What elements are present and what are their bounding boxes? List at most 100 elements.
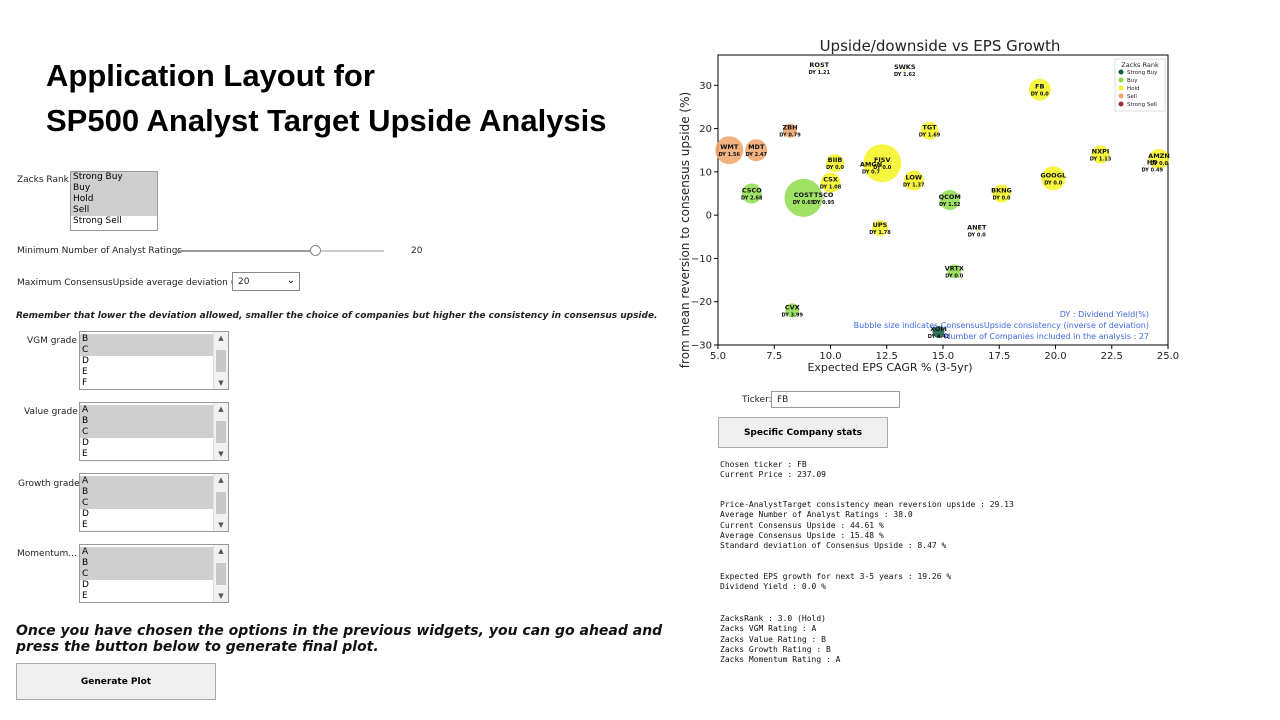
data-point-bubble [784,178,823,217]
scroll-down-icon[interactable]: ▼ [218,592,224,600]
data-point-bubble [903,170,924,191]
value-grade-select[interactable]: A B C D E ▲ ▼ [79,402,229,461]
select-scrollbar[interactable]: ▲ ▼ [213,545,228,602]
select-option[interactable]: Hold [71,194,157,205]
select-option[interactable]: E [82,591,88,601]
select-option[interactable]: Sell [71,205,157,216]
data-point-dy-label: DY 1.62 [894,72,916,78]
scroll-down-icon[interactable]: ▼ [218,521,224,529]
growth-grade-select[interactable]: A B C D E ▲ ▼ [79,473,229,532]
select-option[interactable]: D [82,356,89,366]
legend-swatch [1118,85,1124,91]
select-option[interactable]: B [80,558,214,569]
legend-item-label: Buy [1127,78,1138,84]
scrollbar-thumb[interactable] [216,421,226,443]
data-point-bubble [715,136,744,165]
data-point-bubble [1151,164,1154,167]
data-point-bubble [920,121,939,140]
select-option[interactable]: E [82,367,88,377]
data-point-dy-label: DY 2.68 [741,196,763,202]
min-ratings-slider-track[interactable] [176,245,384,256]
value-grade-label: Value grade [24,407,78,417]
scroll-down-icon[interactable]: ▼ [218,450,224,458]
data-point-bubble [826,154,844,173]
page-title-line-1: Application Layout for [46,58,375,93]
data-point-bubble [939,190,960,210]
scroll-down-icon[interactable]: ▼ [218,379,224,387]
scrollbar-thumb[interactable] [216,350,226,372]
select-option[interactable]: C [80,427,214,438]
chart-annotation: DY : Dividend Yield(%) [1060,310,1149,319]
select-scrollbar[interactable]: ▲ ▼ [213,474,228,531]
y-tick-label: −20 [691,297,712,308]
scroll-up-icon[interactable]: ▲ [218,547,224,555]
scroll-up-icon[interactable]: ▲ [218,476,224,484]
data-point-dy-label: DY 0.0 [826,165,845,171]
data-point-ticker-label: UPS [873,221,888,229]
company-stats-button[interactable]: Specific Company stats [718,417,888,448]
select-option[interactable]: C [80,569,214,580]
data-point-dy-label: DY 1.69 [919,133,941,139]
stats-block-ticker: Chosen ticker : FB Current Price : 237.0… [720,460,826,480]
data-point-ticker-label: CVX [785,303,800,311]
legend-swatch [1118,77,1124,83]
data-point-bubble [992,184,1011,203]
legend-swatch [1118,93,1124,99]
data-point-dy-label: DY 0.0 [1031,92,1050,98]
x-axis-label: Expected EPS CAGR % (3-5yr) [807,361,972,374]
data-point-ticker-label: BKNG [991,187,1012,195]
select-option[interactable]: E [82,449,88,459]
data-point-dy-label: DY 0.0 [992,196,1011,202]
select-option[interactable]: Buy [71,183,157,194]
data-point-dy-label: DY 0.0 [873,165,892,171]
select-option[interactable]: C [80,498,214,509]
select-option[interactable]: E [82,520,88,530]
stats-block-ratings: ZacksRank : 3.0 (Hold) Zacks VGM Rating … [720,614,841,665]
data-point-ticker-label: FISV [874,156,891,164]
data-point-ticker-label: TGT [922,124,937,132]
select-option[interactable]: D [82,509,89,519]
select-option[interactable]: D [82,580,89,590]
select-option[interactable]: B [80,416,214,427]
scroll-up-icon[interactable]: ▲ [218,334,224,342]
select-option[interactable]: A [80,547,214,558]
scrollbar-thumb[interactable] [216,563,226,585]
data-point-ticker-label: NXPI [1092,148,1110,156]
select-option[interactable]: D [82,438,89,448]
data-point-bubble [741,183,762,204]
data-point-ticker-label: FB [1035,83,1044,91]
select-option[interactable]: A [80,476,214,487]
data-point-bubble [872,220,888,237]
data-point-bubble [947,264,962,279]
select-option[interactable]: C [80,345,214,356]
scroll-up-icon[interactable]: ▲ [218,405,224,413]
data-point-dy-label: DY 0.65 [793,200,815,206]
select-option[interactable]: B [80,334,214,345]
select-option[interactable]: A [80,405,214,416]
select-option[interactable]: Strong Sell [73,216,122,226]
select-scrollbar[interactable]: ▲ ▼ [213,403,228,460]
data-point-ticker-label: ROST [809,61,829,69]
momentum-grade-select[interactable]: A B C D E ▲ ▼ [79,544,229,603]
data-point-ticker-label: WMT [720,143,739,151]
chevron-down-icon: ⌄ [286,275,295,286]
data-point-dy-label: DY 1.21 [809,70,831,76]
x-tick-label: 7.5 [766,351,782,362]
zacks-rank-select[interactable]: Strong Buy Buy Hold Sell Strong Sell [70,171,158,231]
legend-item-label: Strong Sell [1127,102,1157,108]
select-option[interactable]: F [82,378,88,388]
ticker-input[interactable]: FB [771,391,900,408]
generate-plot-button[interactable]: Generate Plot [16,663,216,700]
min-ratings-slider-handle[interactable] [310,245,322,256]
select-option[interactable]: Strong Buy [71,172,157,183]
select-scrollbar[interactable]: ▲ ▼ [213,332,228,389]
select-option[interactable]: B [80,487,214,498]
max-deviation-dropdown[interactable]: 20 ⌄ [232,272,300,291]
data-point-dy-label: DY 1.13 [1090,157,1112,163]
data-point-ticker-label: LOW [905,174,922,182]
data-point-ticker-label: COST [794,191,814,199]
vgm-grade-select[interactable]: B C D E F ▲ ▼ [79,331,229,390]
data-point-dy-label: DY 0.0 [1044,180,1063,186]
scrollbar-thumb[interactable] [216,492,226,514]
data-point-bubble [1028,78,1051,101]
